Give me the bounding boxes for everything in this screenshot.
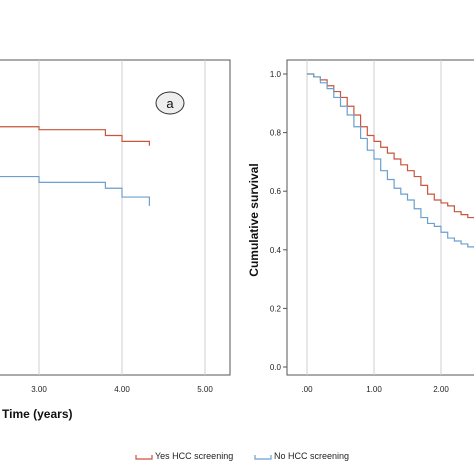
right-series-no-hcc-line <box>307 73 474 250</box>
right-y-axis-title: Cumulative survival <box>247 163 261 276</box>
left-series-no-hcc-line <box>0 175 150 206</box>
left-series-yes-hcc-line <box>0 126 150 146</box>
right-x-tick-label-2: 2.00 <box>433 385 449 394</box>
right-y-tick-label-0: 0.0 <box>270 363 282 372</box>
right-y-tick-label-2: 0.4 <box>270 246 282 255</box>
legend: Yes HCC screening No HCC screening <box>135 451 349 461</box>
right-x-tick-label-0: .00 <box>301 385 313 394</box>
left-x-tick-label-0: 3.00 <box>31 385 47 394</box>
legend-swatch-no-hcc <box>254 455 272 460</box>
left-x-tick-label-2: 5.00 <box>197 385 213 394</box>
left-plot-frame <box>0 59 231 376</box>
right-series-yes-hcc-line <box>307 73 474 221</box>
right-y-tick-label-3: 0.6 <box>270 187 282 196</box>
left-x-tick-label-1: 4.00 <box>114 385 130 394</box>
right-y-tick-label-5: 1.0 <box>270 70 282 79</box>
right-x-tick-label-1: 1.00 <box>366 385 382 394</box>
legend-swatch-yes-hcc <box>135 455 153 460</box>
legend-label-no-hcc: No HCC screening <box>274 451 349 461</box>
legend-label-yes-hcc: Yes HCC screening <box>155 451 233 461</box>
right-y-tick-label-1: 0.2 <box>270 304 282 313</box>
panel-label-badge <box>155 91 185 115</box>
right-y-tick-label-4: 0.8 <box>270 129 282 138</box>
left-x-axis-title: Time (years) <box>2 407 72 421</box>
right-plot-frame <box>286 59 474 376</box>
panel-label: a <box>166 96 174 111</box>
